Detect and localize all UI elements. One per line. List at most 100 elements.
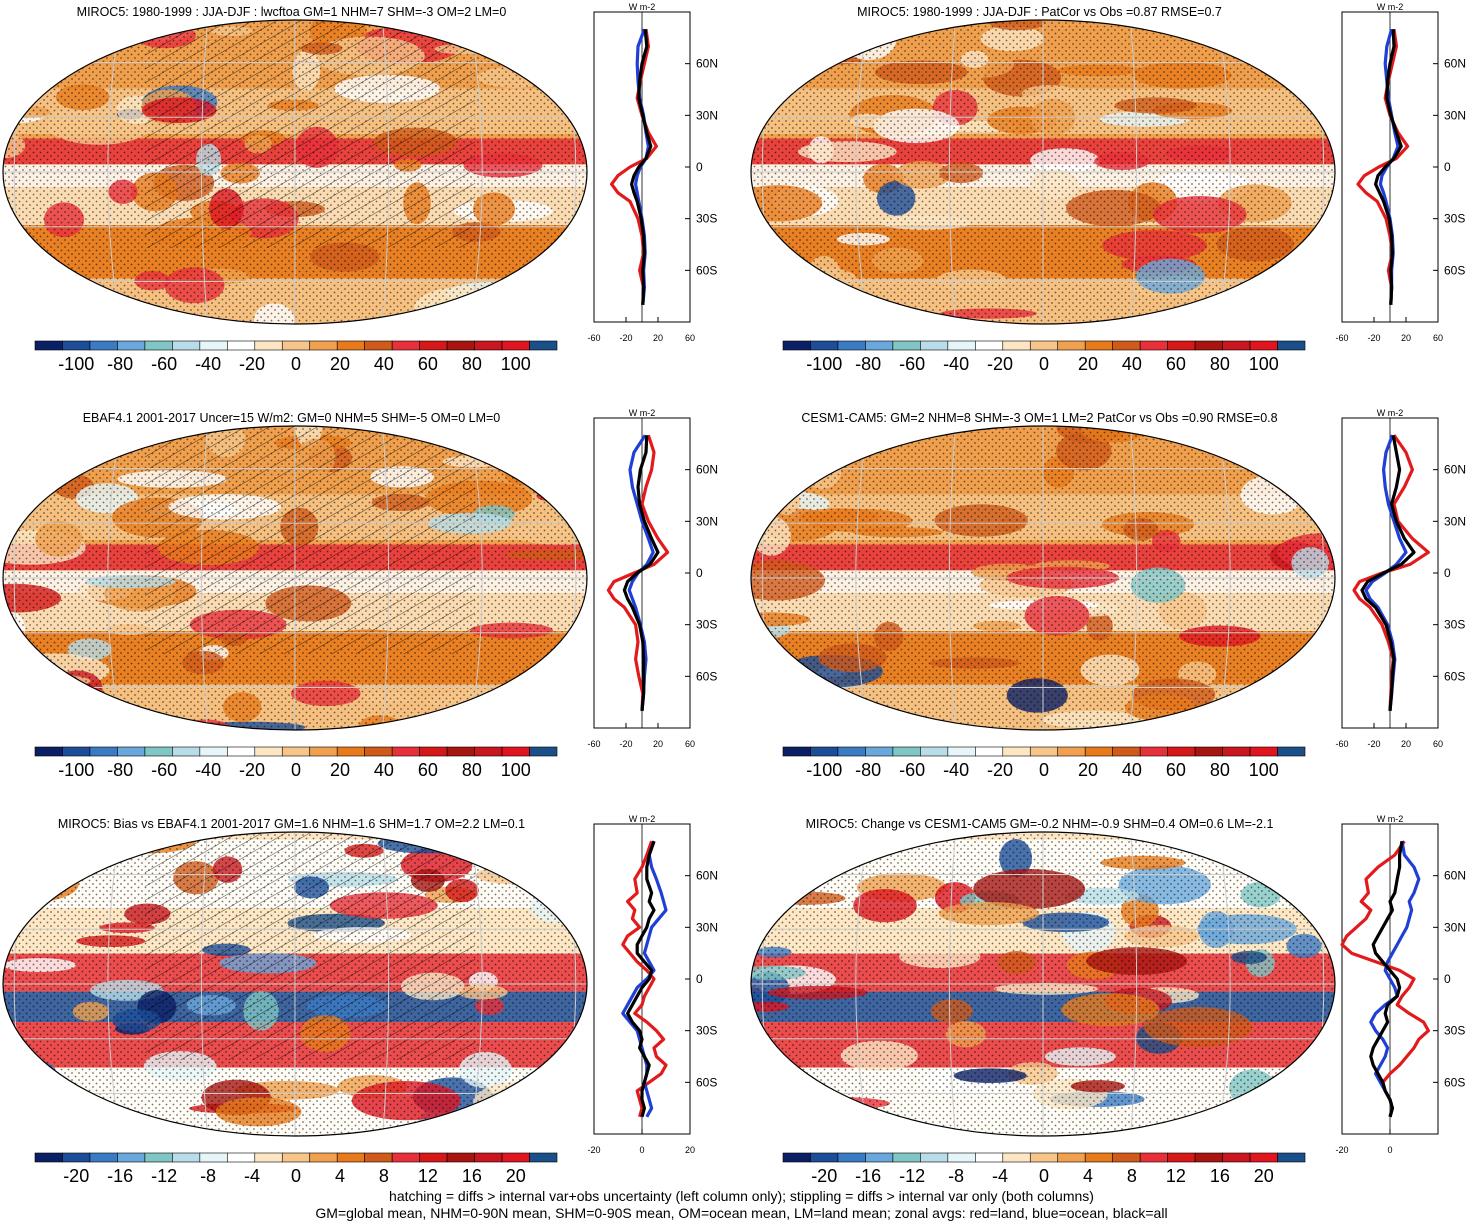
lat-tick-label: 0 [696, 566, 703, 580]
x-tick-label: -60 [1335, 739, 1348, 749]
map-blob [751, 267, 796, 308]
colorbar-label: -20 [987, 354, 1013, 374]
colorbar-swatch [336, 1152, 365, 1163]
colorbar-label: -8 [200, 1166, 216, 1186]
colorbar-swatch [1057, 1152, 1086, 1163]
colorbar-label: 60 [418, 354, 438, 374]
colorbar-label: -60 [151, 760, 177, 780]
map-blob [106, 832, 175, 848]
x-tick-label: -20 [1367, 333, 1380, 343]
colorbar-swatch [947, 340, 976, 351]
colorbar-swatch [975, 746, 1004, 757]
colorbar-label: -100 [58, 760, 94, 780]
graticule-lon [1130, 832, 1138, 1136]
x-tick-label: -20 [587, 1145, 600, 1155]
colorbar-label: 100 [501, 354, 531, 374]
map-blob [3, 837, 80, 861]
x-tick-label: 20 [653, 333, 663, 343]
map-outline [2, 831, 588, 1137]
colorbar-label: -40 [943, 354, 969, 374]
lat-tick-label: 0 [1444, 566, 1451, 580]
map-outline [750, 19, 1336, 325]
x-tick-label: -60 [587, 739, 600, 749]
colorbar-swatch [62, 746, 91, 757]
lat-tick-label: 30N [696, 920, 718, 934]
map-field-3 [3, 426, 587, 730]
map-blob [802, 426, 833, 451]
graticule-lon [107, 832, 121, 1136]
map-blob [1295, 1059, 1335, 1072]
lat-tick-label: 0 [696, 160, 703, 174]
colorbar-swatch [62, 1152, 91, 1163]
colorbar-swatch [117, 746, 146, 757]
x-tick-label: 60 [1433, 333, 1443, 343]
zonal-series-ocean [1369, 840, 1421, 1118]
zonal-units: W m-2 [629, 2, 656, 12]
map-blob [420, 712, 480, 726]
lat-tick-label: 30S [696, 618, 717, 632]
colorbar-swatch [34, 340, 63, 351]
colorbar-swatch [1002, 1152, 1031, 1163]
colorbar-swatch [892, 746, 921, 757]
colorbar-swatch [336, 340, 365, 351]
panel-1: -100 -80 -60 -40 -20 0 20 40 60 80 100 W m-2 60N 30N 0… [2, 2, 718, 374]
colorbar-swatch [144, 1152, 173, 1163]
colorbar-swatch [117, 1152, 146, 1163]
colorbar-label: 12 [418, 1166, 438, 1186]
colorbar-label: -100 [806, 354, 842, 374]
colorbar-swatch [810, 1152, 839, 1163]
colorbar-swatch [474, 340, 503, 351]
colorbar-label: 20 [1254, 1166, 1274, 1186]
colorbar-label: 40 [374, 354, 394, 374]
colorbar-swatch [1139, 1152, 1168, 1163]
map-blob [848, 1117, 878, 1136]
lat-tick-label: 30S [1444, 618, 1465, 632]
colorbar-swatch [419, 340, 448, 351]
zonal-series-land [610, 28, 658, 305]
colorbar-label: -60 [899, 760, 925, 780]
colorbar-swatch [810, 340, 839, 351]
colorbar-label: 12 [1166, 1166, 1186, 1186]
zonal-series-all [626, 840, 656, 1118]
map-blob [559, 1122, 587, 1133]
x-tick-label: 20 [653, 739, 663, 749]
colorbar-swatch [1139, 746, 1168, 757]
colorbar-label: 100 [1249, 354, 1279, 374]
colorbar-swatch [391, 1152, 420, 1163]
colorbar-label: 60 [1166, 354, 1186, 374]
colorbar-label: 60 [1166, 760, 1186, 780]
zonal-series-land [1340, 840, 1430, 1118]
lat-tick-label: 30N [1444, 514, 1466, 528]
colorbar-swatch [1112, 746, 1141, 757]
zonal-series-land [1352, 434, 1430, 711]
colorbar-swatch [89, 340, 118, 351]
lat-tick-label: 60N [696, 869, 718, 883]
map-blob [559, 1102, 587, 1117]
colorbar-swatch [1277, 1152, 1306, 1163]
colorbar-label: -12 [151, 1166, 177, 1186]
zonal-series-all [1374, 29, 1403, 305]
colorbar-swatch [474, 1152, 503, 1163]
lat-tick-label: 60S [1444, 1075, 1465, 1089]
colorbar-swatch [975, 1152, 1004, 1163]
map-blob [751, 654, 795, 692]
x-tick-label: 60 [685, 333, 695, 343]
graticule-lon [948, 426, 956, 730]
zonal-series-land [606, 434, 670, 711]
colorbar-swatch [309, 340, 338, 351]
colorbar-label: -40 [943, 760, 969, 780]
colorbar-swatch [865, 1152, 894, 1163]
map-blob [1283, 44, 1335, 70]
colorbar-swatch [1057, 340, 1086, 351]
lat-tick-label: 30S [1444, 1024, 1465, 1038]
zonal-plot-5: W m-2 60N 30N 0 30S 60S -20 0 20 [587, 814, 718, 1155]
x-tick-label: 20 [1401, 739, 1411, 749]
lat-tick-label: 60N [696, 463, 718, 477]
colorbar-swatch [1112, 340, 1141, 351]
colorbar-swatch [1167, 1152, 1196, 1163]
hatching [145, 426, 475, 654]
graticule-lon [200, 426, 208, 730]
x-tick-label: -20 [619, 333, 632, 343]
